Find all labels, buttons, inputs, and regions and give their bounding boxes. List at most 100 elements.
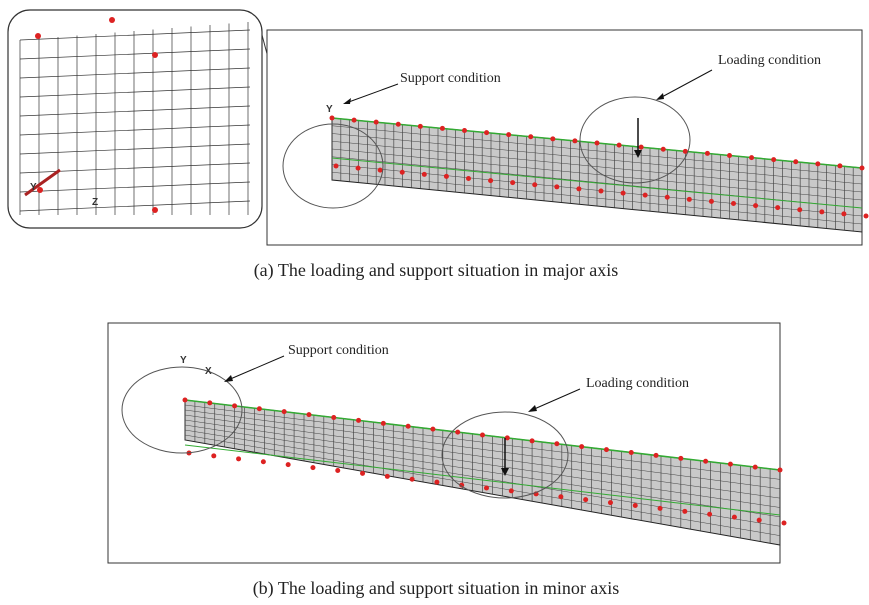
node xyxy=(728,462,733,467)
node xyxy=(629,450,634,455)
node xyxy=(211,453,216,458)
node xyxy=(530,438,535,443)
node xyxy=(731,201,736,206)
node xyxy=(617,143,622,148)
caption: (a) The loading and support situation in… xyxy=(254,260,619,281)
node xyxy=(282,409,287,414)
node xyxy=(707,512,712,517)
node xyxy=(554,184,559,189)
node xyxy=(775,205,780,210)
axis-label: Y xyxy=(30,182,37,193)
node xyxy=(595,141,600,146)
node xyxy=(793,159,798,164)
node xyxy=(665,195,670,200)
node xyxy=(385,474,390,479)
node xyxy=(864,214,869,219)
node xyxy=(841,211,846,216)
node xyxy=(757,518,762,523)
axis-label: Z xyxy=(92,197,98,208)
node xyxy=(837,163,842,168)
node xyxy=(378,168,383,173)
node xyxy=(360,471,365,476)
node xyxy=(753,203,758,208)
node xyxy=(152,207,158,213)
node xyxy=(661,147,666,152)
node xyxy=(261,459,266,464)
node xyxy=(484,486,489,491)
node xyxy=(621,191,626,196)
node xyxy=(782,521,787,526)
node xyxy=(286,462,291,467)
node xyxy=(709,199,714,204)
node xyxy=(434,480,439,485)
node xyxy=(109,17,115,23)
node xyxy=(678,456,683,461)
node xyxy=(753,465,758,470)
figure: Support condition Loading condition Y Z … xyxy=(0,0,869,605)
node xyxy=(550,136,555,141)
node xyxy=(599,189,604,194)
node xyxy=(558,494,563,499)
node xyxy=(334,164,339,169)
node xyxy=(331,415,336,420)
node xyxy=(532,182,537,187)
node xyxy=(771,157,776,162)
node xyxy=(682,509,687,514)
node xyxy=(462,128,467,133)
node xyxy=(687,197,692,202)
node xyxy=(579,444,584,449)
node xyxy=(727,153,732,158)
node xyxy=(480,433,485,438)
node xyxy=(554,441,559,446)
node xyxy=(484,130,489,135)
node xyxy=(488,178,493,183)
node xyxy=(576,186,581,191)
node xyxy=(583,497,588,502)
node xyxy=(37,187,43,193)
node xyxy=(400,170,405,175)
node xyxy=(639,145,644,150)
node xyxy=(819,209,824,214)
node xyxy=(455,430,460,435)
node xyxy=(430,427,435,432)
node xyxy=(356,166,361,171)
node xyxy=(643,193,648,198)
node xyxy=(654,453,659,458)
axis-label: X xyxy=(205,366,212,377)
node xyxy=(778,468,783,473)
node xyxy=(703,459,708,464)
node xyxy=(381,421,386,426)
inset-frame xyxy=(8,10,262,228)
node xyxy=(604,447,609,452)
node xyxy=(257,406,262,411)
node xyxy=(396,122,401,127)
node xyxy=(418,124,423,129)
node xyxy=(374,120,379,125)
node xyxy=(633,503,638,508)
axis-label: Y xyxy=(326,104,333,115)
node xyxy=(310,465,315,470)
node xyxy=(410,477,415,482)
node xyxy=(352,118,357,123)
node xyxy=(509,488,514,493)
node xyxy=(152,52,158,58)
node xyxy=(506,132,511,137)
node xyxy=(732,515,737,520)
node xyxy=(658,506,663,511)
node xyxy=(232,403,237,408)
node xyxy=(528,134,533,139)
node xyxy=(608,500,613,505)
node xyxy=(356,418,361,423)
loading-label: Loading condition xyxy=(586,376,689,391)
node xyxy=(406,424,411,429)
node xyxy=(510,180,515,185)
node xyxy=(749,155,754,160)
node xyxy=(572,138,577,143)
node xyxy=(797,207,802,212)
node xyxy=(440,126,445,131)
node xyxy=(705,151,710,156)
node xyxy=(466,176,471,181)
axis-label: Y xyxy=(180,355,187,366)
node xyxy=(183,398,188,403)
caption: (b) The loading and support situation in… xyxy=(253,578,620,599)
